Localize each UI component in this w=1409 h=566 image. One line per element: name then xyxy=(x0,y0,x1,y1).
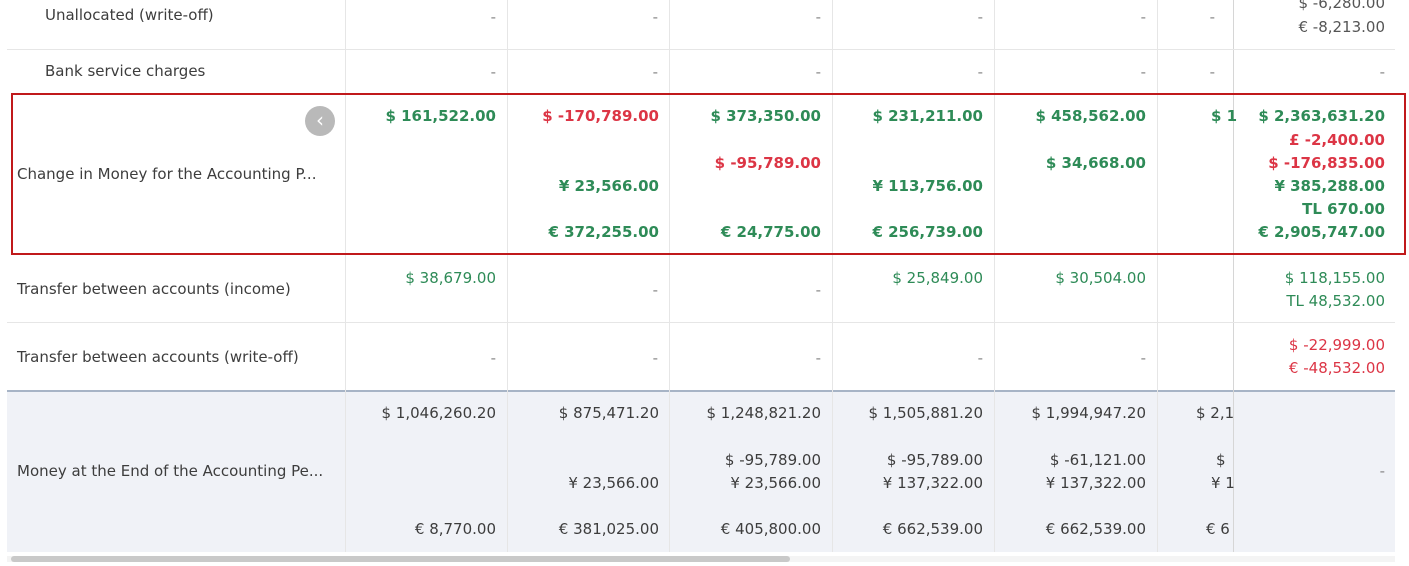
row-divider xyxy=(7,49,1395,50)
scroll-left-button[interactable]: ‹ xyxy=(305,106,335,136)
cell-value: ¥ 23,566.00 xyxy=(558,177,659,195)
total-value: - xyxy=(1379,462,1385,480)
cell-value: $ -61,121.00 xyxy=(1049,451,1146,469)
cell-value: - xyxy=(490,63,496,81)
cell-value: ¥ 23,566.00 xyxy=(730,474,821,492)
cell-value: - xyxy=(652,8,658,26)
cell-value: - xyxy=(977,349,983,367)
horizontal-scrollbar-thumb[interactable] xyxy=(11,556,790,562)
cell-value: $ 38,679.00 xyxy=(405,269,496,287)
cell-value: € 662,539.00 xyxy=(882,520,983,538)
col-divider xyxy=(1157,0,1158,552)
cell-value: - xyxy=(815,63,821,81)
cell-value: - xyxy=(652,281,658,299)
total-value: £ -2,400.00 xyxy=(1289,131,1385,149)
cell-value: $ -95,789.00 xyxy=(724,451,821,469)
cell-value: $ 458,562.00 xyxy=(1035,107,1146,125)
cell-value: ¥ 23,566.00 xyxy=(568,474,659,492)
col-divider xyxy=(832,0,833,552)
end-row-background xyxy=(7,391,1395,552)
row-divider xyxy=(7,322,1395,323)
cell-value: - xyxy=(815,8,821,26)
cell-value: - xyxy=(652,349,658,367)
cell-value: $ -170,789.00 xyxy=(542,107,659,125)
total-value: $ 118,155.00 xyxy=(1284,269,1385,287)
cell-value: - xyxy=(977,63,983,81)
total-value: $ -6,280.00 xyxy=(1298,0,1385,12)
cell-value: - xyxy=(1140,63,1146,81)
cell-value: € 381,025.00 xyxy=(558,520,659,538)
cell-value: $ 1,505,881.20 xyxy=(868,404,983,422)
cell-value: $ 25,849.00 xyxy=(892,269,983,287)
cell-value: - xyxy=(815,349,821,367)
cell-value: ¥ 113,756.00 xyxy=(872,177,983,195)
row-label: Transfer between accounts (write-off) xyxy=(17,348,299,366)
cell-value: $ 373,350.00 xyxy=(710,107,821,125)
chevron-left-icon: ‹ xyxy=(316,108,324,132)
row-label: Unallocated (write-off) xyxy=(45,6,214,24)
col-divider xyxy=(994,0,995,552)
row-label: Money at the End of the Accounting Pe... xyxy=(17,462,324,480)
cell-value: - xyxy=(1140,349,1146,367)
total-value: ¥ 385,288.00 xyxy=(1274,177,1385,195)
total-value: € 2,905,747.00 xyxy=(1258,223,1385,241)
total-value: € -8,213.00 xyxy=(1298,18,1385,36)
cell-value: $ 30,504.00 xyxy=(1055,269,1146,287)
cell-value: - xyxy=(1209,8,1215,26)
row-label: Transfer between accounts (income) xyxy=(17,280,291,298)
cell-value: € 662,539.00 xyxy=(1045,520,1146,538)
cell-value: € 8,770.00 xyxy=(414,520,496,538)
cell-value: $ 1,046,260.20 xyxy=(381,404,496,422)
total-value: TL 48,532.00 xyxy=(1286,292,1385,310)
col-divider xyxy=(507,0,508,552)
cell-value: ¥ 137,322.00 xyxy=(882,474,983,492)
cell-value: ¥ 1 xyxy=(1211,474,1235,492)
footer-divider xyxy=(7,390,1395,392)
cell-value: $ 1,994,947.20 xyxy=(1031,404,1146,422)
cell-value: - xyxy=(815,281,821,299)
cell-value: - xyxy=(490,349,496,367)
total-value: - xyxy=(1379,63,1385,81)
total-value: TL 670.00 xyxy=(1302,200,1385,218)
total-value: $ -176,835.00 xyxy=(1268,154,1385,172)
row-label: Change in Money for the Accounting P... xyxy=(17,165,317,183)
cell-value: $ 231,211.00 xyxy=(872,107,983,125)
total-value: $ 2,363,631.20 xyxy=(1258,107,1385,125)
cell-value: € 24,775.00 xyxy=(720,223,821,241)
col-divider xyxy=(345,0,346,552)
cell-value: $ 2,1 xyxy=(1196,404,1235,422)
cell-value: € 6 xyxy=(1206,520,1230,538)
cell-value: $ 161,522.00 xyxy=(385,107,496,125)
row-label: Bank service charges xyxy=(45,62,206,80)
cell-value: $ -95,789.00 xyxy=(714,154,821,172)
cell-value: - xyxy=(652,63,658,81)
col-divider xyxy=(669,0,670,552)
cell-value: $ -95,789.00 xyxy=(886,451,983,469)
cell-value: € 256,739.00 xyxy=(872,223,983,241)
cell-value: $ 1,248,821.20 xyxy=(706,404,821,422)
cell-value: $ 34,668.00 xyxy=(1045,154,1146,172)
cell-value: $ xyxy=(1216,451,1226,469)
total-value: $ -22,999.00 xyxy=(1288,336,1385,354)
cell-value: - xyxy=(1209,63,1215,81)
cell-value: ¥ 137,322.00 xyxy=(1045,474,1146,492)
cell-value: - xyxy=(1140,8,1146,26)
total-value: € -48,532.00 xyxy=(1288,359,1385,377)
cell-value: - xyxy=(490,8,496,26)
cell-value: $ 875,471.20 xyxy=(558,404,659,422)
cell-value: - xyxy=(977,8,983,26)
total-col-divider xyxy=(1233,0,1234,552)
cell-value: $ 1 xyxy=(1211,107,1238,125)
cell-value: € 405,800.00 xyxy=(720,520,821,538)
cell-value: € 372,255.00 xyxy=(548,223,659,241)
